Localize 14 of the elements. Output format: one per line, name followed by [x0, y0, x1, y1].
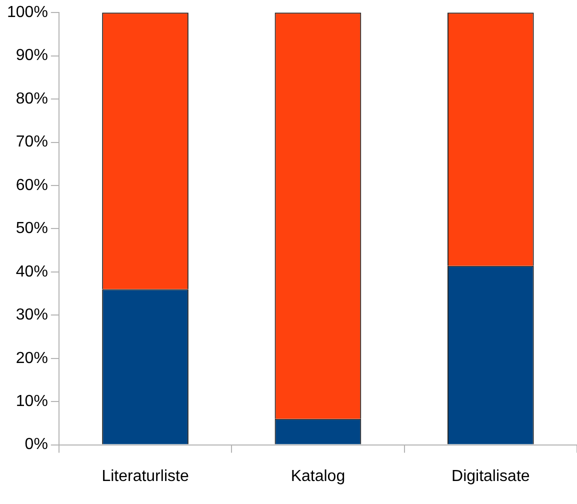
y-tick-label: 10% [16, 392, 48, 410]
y-tick-label: 30% [16, 306, 48, 324]
y-tick-label: 40% [16, 263, 48, 280]
y-tick-label: 50% [16, 220, 48, 238]
x-tick-label: Katalog [290, 468, 346, 485]
y-tick-label: 20% [16, 350, 48, 367]
y-tick-label: 90% [16, 47, 48, 64]
y-tick-label: 80% [16, 90, 48, 108]
x-tick-label: Literaturliste [102, 468, 189, 485]
y-tick-label: 0% [24, 436, 48, 454]
y-tick-label: 100% [7, 4, 48, 22]
x-tick-label: Digitalisate [452, 468, 530, 485]
y-tick-label: 60% [16, 176, 48, 194]
y-tick-label: 70% [16, 134, 48, 151]
